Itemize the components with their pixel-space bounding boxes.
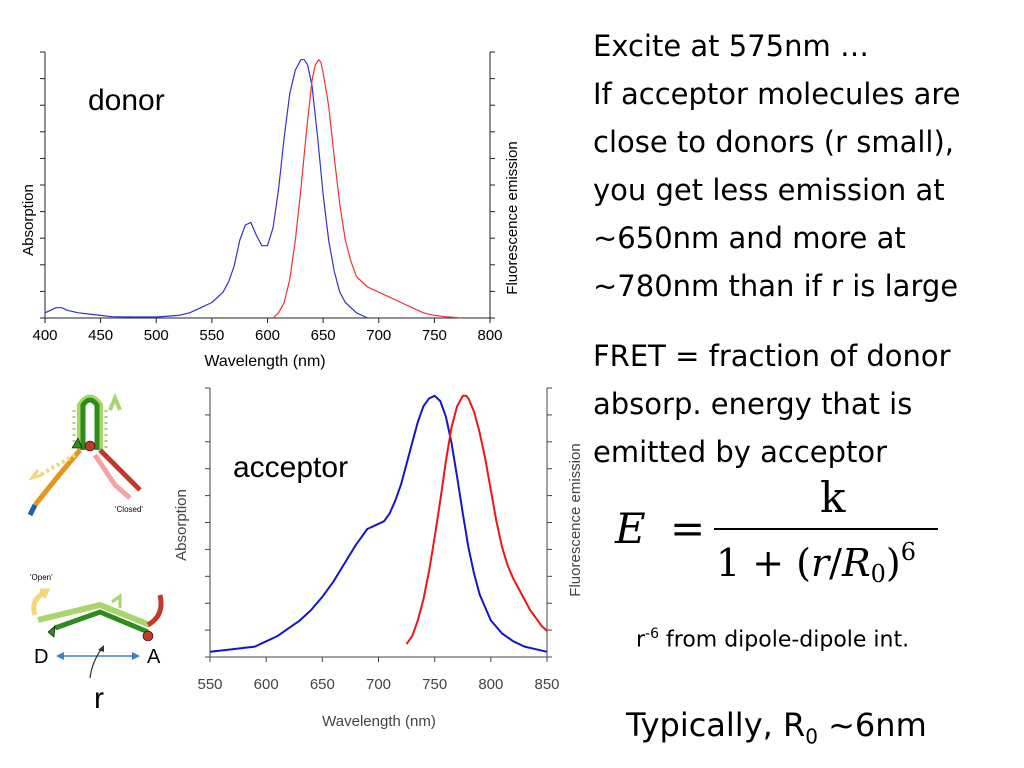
formula-den-exp: 6 [901,538,916,566]
closed-label: 'Closed' [115,505,143,514]
open-label: 'Open' [30,573,53,582]
donor-series [44,59,463,319]
fret-definition: FRET = fraction of donor absorp. energy … [593,332,951,476]
donor-chart: 400 450 500 550 600 650 700 750 800 Wavelength (… [20,51,521,370]
para2-line: emitted by acceptor [593,435,888,469]
acceptor-label: acceptor [233,451,348,484]
acceptor-chart: 550 600 650 700 750 800 850 Wavelength (nm) Ab… [173,387,584,730]
fret-formula: E = k 1 + (r/R0)6 [614,473,938,588]
formula-den-a: 1 + ( [716,541,811,585]
para2-line: FRET = fraction of donor [593,339,951,373]
series-line-0 [209,394,548,653]
x-tick-label: 850 [534,676,559,693]
svg-text:1 + (r/R0)6: 1 + (r/R0)6 [716,538,916,588]
series-line-1 [272,59,463,319]
open-hairpin: 'Open' D A r [30,573,164,715]
formula-den-close: ) [886,541,901,585]
series-line-0 [44,59,368,319]
formula-equals: = [670,504,705,553]
para1-line: close to donors (r small), [593,125,954,159]
acceptor-series [209,394,548,653]
closed-hairpin: 'Closed' [27,392,143,517]
acceptor-letter: A [147,646,161,668]
series-line-1 [405,394,548,645]
donor-ylabel-right: Fluorescence emission [504,141,521,294]
x-tick-label: 700 [366,327,391,344]
para1-line: If acceptor molecules are [593,77,961,111]
formula-lhs: E [614,504,646,553]
closed-arm-red [98,448,142,492]
donor-ylabel-left: Absorption [20,184,37,256]
para1-line: Excite at 575nm … [593,29,869,63]
donor-letter: D [34,646,48,668]
formula-den-slash: / [829,541,842,585]
x-tick-label: 750 [422,676,447,693]
acceptor-ylabel-right: Fluorescence emission [567,443,584,596]
x-tick-label: 800 [478,676,503,693]
x-tick-label: 650 [310,676,335,693]
x-tick-label: 800 [477,327,502,344]
x-tick-label: 650 [311,327,336,344]
closed-arm-orange [33,448,82,507]
para2-line: absorp. energy that is [593,387,913,421]
typical-r0: Typically, R0 ~6nm [626,706,927,749]
dipole-note: r-6 from dipole-dipole int. [636,626,910,653]
acceptor-ylabel-left: Absorption [173,489,190,561]
donor-tick-labels: 400 450 500 550 600 650 700 750 800 [32,327,502,344]
x-tick-label: 600 [254,676,279,693]
formula-numerator: k [820,473,846,522]
x-tick-label: 500 [144,327,169,344]
acceptor-tick-labels: 550 600 650 700 750 800 850 [197,676,559,693]
x-tick-label: 450 [88,327,113,344]
distance-r-label: r [94,682,104,715]
x-tick-label: 700 [366,676,391,693]
explanation-paragraph: Excite at 575nm … If acceptor molecules … [593,22,960,310]
fret-hairpin-diagram: 'Closed' 'Open' D A r [27,392,164,715]
open-strand-light [37,601,152,628]
formula-den-sub: 0 [871,560,886,588]
para1-line: ~780nm than if r is large [593,269,959,303]
x-tick-label: 550 [199,327,224,344]
donor-axes [40,51,495,323]
open-strand-dark [54,609,149,635]
x-tick-label: 400 [32,327,57,344]
para1-line: ~650nm and more at [593,221,906,255]
donor-label: donor [88,84,165,117]
acceptor-axes [205,387,552,662]
acceptor-xlabel: Wavelength (nm) [322,713,436,730]
x-tick-label: 550 [197,676,222,693]
closed-arm-pink [92,453,132,500]
x-tick-label: 750 [422,327,447,344]
closed-stem-dark [80,397,100,450]
formula-den-r: r [811,541,832,585]
formula-den-R: R [841,541,871,585]
x-tick-label: 600 [255,327,280,344]
donor-xlabel: Wavelength (nm) [204,353,325,370]
para1-line: you get less emission at [593,173,945,207]
